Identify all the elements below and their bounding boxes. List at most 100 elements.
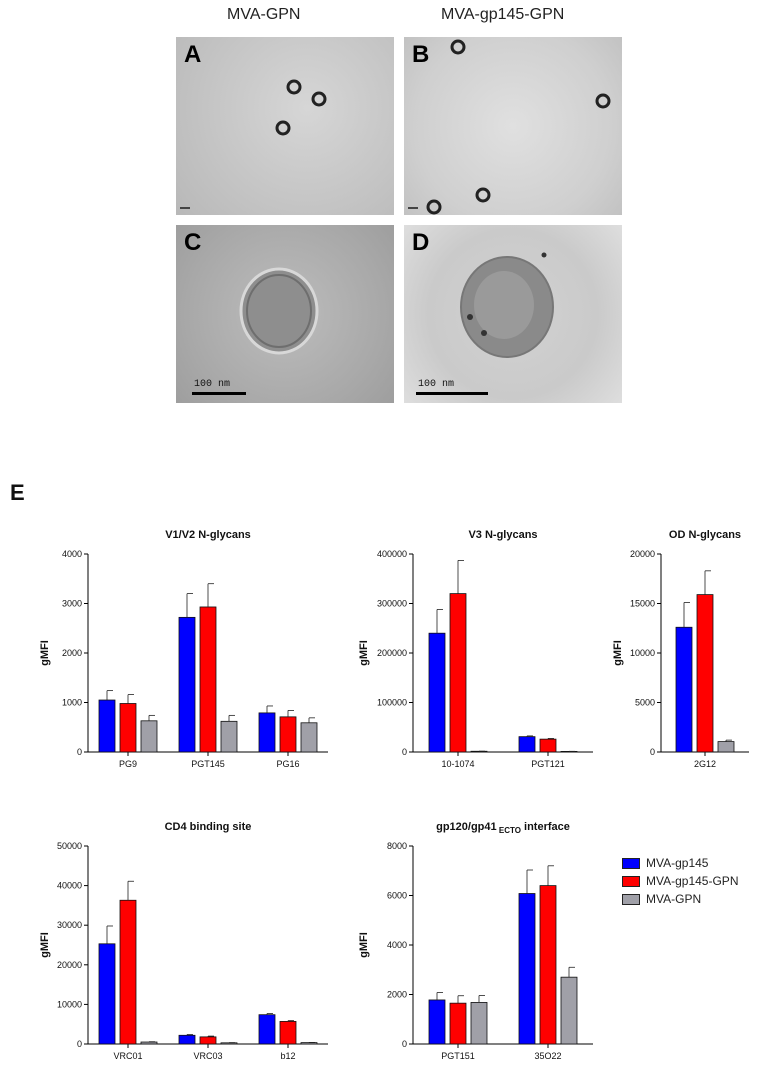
y-axis-label: gMFI (612, 640, 624, 666)
y-tick-label: 2000 (62, 648, 82, 658)
y-tick-label: 40000 (57, 881, 82, 891)
chart-title: V1/V2 N-glycans (165, 529, 251, 541)
legend-swatch (622, 857, 640, 869)
scale-bar-c (192, 392, 246, 395)
chart-v3-n-glycans: V3 N-glycans gMFI 0 100000 200000 300000 40000… (358, 529, 593, 769)
bar (717, 741, 735, 753)
bar (300, 722, 318, 753)
x-tick-label: PG16 (276, 759, 299, 769)
bar (98, 699, 116, 753)
micrograph-d-image (460, 252, 554, 358)
bar (199, 1036, 217, 1045)
legend-item: MVA-GPN (622, 890, 738, 908)
bar (300, 1042, 318, 1045)
y-tick-label: 10000 (57, 999, 82, 1009)
chart-cd4-binding-site: CD4 binding site gMFI 0 10000 20000 30000 4000… (40, 821, 328, 1061)
bar (539, 738, 557, 753)
legend-item: MVA-gp145 (622, 854, 738, 872)
y-axis-label: gMFI (40, 932, 51, 958)
legend-swatch (622, 875, 640, 887)
chart-od-n-glycans: OD N-glycans gMFI 0 5000 10000 15000 20000 2G12 (612, 529, 749, 769)
bar (560, 976, 578, 1045)
micrograph-a-image (180, 79, 327, 209)
chart-gp120-gp41-interface: gp120/gp41 ECTO interface gMFI 0 2000 4000 60… (358, 821, 593, 1061)
bar (539, 885, 557, 1045)
y-tick-label: 0 (77, 1039, 82, 1049)
bar (199, 606, 217, 753)
scale-label-d: 100 nm (418, 379, 455, 390)
x-tick-label: VRC03 (193, 1051, 222, 1061)
bar (279, 1021, 297, 1045)
micrograph-c-image (239, 267, 319, 355)
bar (178, 616, 196, 753)
panel-letter-c: C (184, 229, 202, 256)
bar (119, 899, 137, 1045)
y-tick-label: 0 (650, 747, 655, 757)
y-tick-label: 0 (402, 747, 407, 757)
y-tick-label: 5000 (635, 698, 655, 708)
x-tick-label: 10-1074 (441, 759, 474, 769)
bar (696, 594, 714, 753)
micrograph-d: D 100 nm (404, 225, 622, 403)
y-tick-label: 0 (402, 1039, 407, 1049)
chart-title-tail: interface (521, 821, 570, 833)
x-tick-label: 35O22 (534, 1051, 561, 1061)
y-tick-label: 4000 (387, 940, 407, 950)
bar (470, 1002, 488, 1045)
bar (220, 720, 238, 753)
micrograph-a: A (176, 37, 394, 215)
chart-title: CD4 binding site (165, 821, 252, 833)
bar (428, 632, 446, 753)
micrograph-b-image (408, 39, 611, 215)
chart-v1v2-n-glycans: V1/V2 N-glycans gMFI 0 1000 2000 3000 4000 PG9 P… (40, 529, 328, 769)
x-tick-label: 2G12 (694, 759, 716, 769)
bar (140, 1041, 158, 1045)
panel-letter-a: A (184, 41, 202, 68)
legend-item: MVA-gp145-GPN (622, 872, 738, 890)
x-tick-label: VRC01 (113, 1051, 142, 1061)
y-tick-label: 400000 (377, 549, 407, 559)
chart-title: OD N-glycans (669, 529, 741, 541)
bar (119, 703, 137, 753)
chart-title: V3 N-glycans (468, 529, 537, 541)
bar (140, 720, 158, 753)
micrograph-b: B (404, 37, 622, 215)
scale-bar-d (416, 392, 488, 395)
y-tick-label: 2000 (387, 990, 407, 1000)
bar (98, 943, 116, 1045)
x-tick-label: PGT151 (441, 1051, 475, 1061)
column-header-right: MVA-gp145-GPN (441, 6, 565, 23)
y-tick-label: 30000 (57, 920, 82, 930)
panel-letter-e: E (10, 480, 25, 505)
legend-label: MVA-gp145 (646, 856, 709, 870)
y-tick-label: 0 (77, 747, 82, 757)
scale-label-c: 100 nm (194, 379, 231, 390)
panel-letter-d: D (412, 229, 430, 256)
y-tick-label: 4000 (62, 549, 82, 559)
y-tick-label: 50000 (57, 841, 82, 851)
y-tick-label: 20000 (57, 960, 82, 970)
column-header-left: MVA-GPN (227, 6, 301, 23)
bar (518, 893, 536, 1045)
bar (449, 593, 467, 753)
legend-label: MVA-GPN (646, 892, 702, 906)
y-tick-label: 20000 (630, 549, 655, 559)
y-tick-label: 15000 (630, 599, 655, 609)
x-tick-label: b12 (280, 1051, 295, 1061)
legend-label: MVA-gp145-GPN (646, 874, 739, 888)
legend: MVA-gp145 MVA-gp145-GPN MVA-GPN (622, 854, 738, 908)
y-tick-label: 100000 (377, 698, 407, 708)
bar (518, 736, 536, 753)
y-tick-label: 6000 (387, 891, 407, 901)
y-tick-label: 8000 (387, 841, 407, 851)
bar (428, 999, 446, 1045)
chart-title-sub: ECTO (497, 826, 521, 835)
bar (178, 1034, 196, 1045)
micrograph-c: C 100 nm (176, 225, 394, 403)
y-tick-label: 10000 (630, 648, 655, 658)
y-tick-label: 200000 (377, 648, 407, 658)
panel-letter-b: B (412, 41, 430, 68)
chart-title: gp120/gp41 ECTO interface (436, 821, 570, 835)
legend-swatch (622, 893, 640, 905)
y-tick-label: 3000 (62, 599, 82, 609)
